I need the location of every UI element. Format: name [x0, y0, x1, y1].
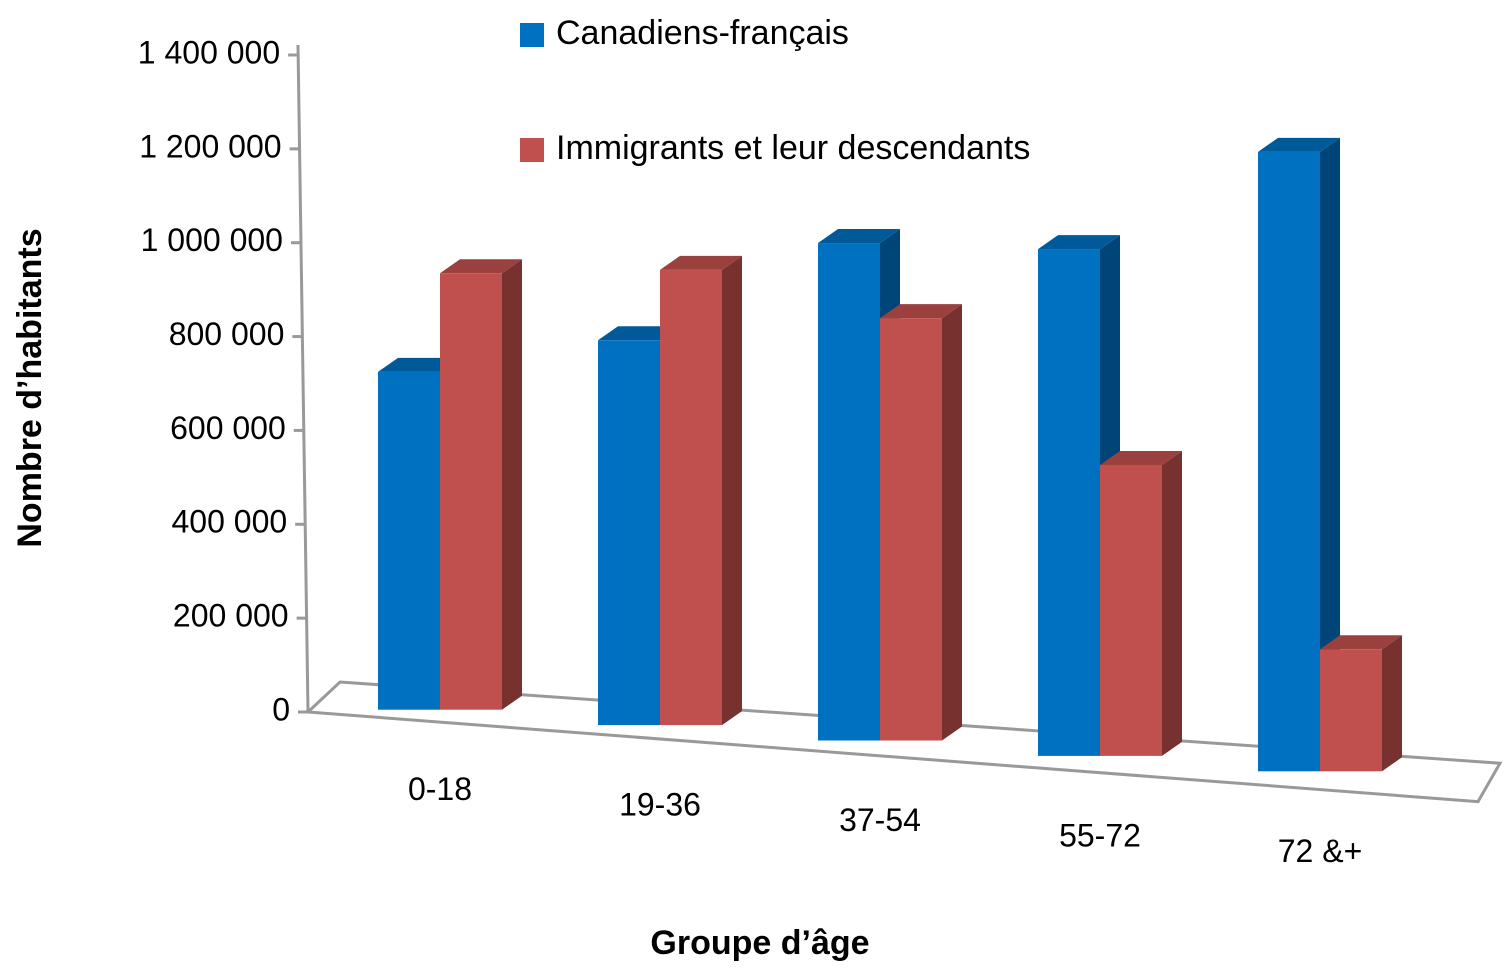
- bar: [1320, 649, 1382, 772]
- y-tick-label: 1 400 000: [138, 34, 280, 70]
- bar-top: [378, 357, 460, 372]
- bar-side: [1382, 635, 1402, 772]
- x-tick-label: 0-18: [408, 771, 472, 807]
- y-tick-label: 1 000 000: [141, 222, 283, 258]
- bar: [818, 243, 880, 741]
- bar-top: [880, 304, 962, 319]
- bar: [660, 269, 722, 726]
- bar-top: [660, 255, 742, 270]
- legend-label: Immigrants et leur descendants: [556, 129, 1030, 167]
- x-axis-label: Groupe d’âge: [650, 924, 869, 962]
- legend-swatch: [520, 138, 544, 162]
- floor: [306, 680, 1503, 804]
- bar: [1100, 464, 1162, 756]
- y-axis: [296, 44, 310, 713]
- bar: [1038, 249, 1100, 756]
- bar: [378, 371, 440, 710]
- bar: [598, 340, 660, 726]
- bar-top: [1038, 235, 1120, 250]
- x-tick-label: 37-54: [839, 802, 921, 838]
- bar: [440, 273, 502, 710]
- x-tick-label: 55-72: [1059, 817, 1141, 853]
- bar-top: [818, 229, 900, 244]
- bar-top: [1258, 137, 1340, 152]
- bar-top: [440, 259, 522, 274]
- bar-top: [1320, 635, 1402, 650]
- y-tick-label: 800 000: [169, 316, 285, 352]
- legend-label: Canadiens-français: [556, 14, 849, 52]
- x-tick-label: 72 &+: [1278, 833, 1363, 869]
- legend-swatch: [520, 23, 544, 47]
- bar-side: [502, 259, 522, 710]
- bar-side: [1162, 450, 1182, 756]
- bar-side: [722, 255, 742, 726]
- bar: [1258, 151, 1320, 772]
- y-tick-label: 600 000: [170, 410, 286, 446]
- y-axis-label: Nombre d’habitants: [11, 228, 49, 547]
- bar-top: [1100, 450, 1182, 465]
- y-tick-label: 400 000: [172, 504, 288, 540]
- y-tick-label: 1 200 000: [139, 128, 281, 164]
- bar-top: [598, 326, 680, 341]
- bar: [880, 318, 942, 741]
- y-tick-label: 0: [272, 691, 290, 727]
- bar-side: [942, 304, 962, 741]
- y-tick-label: 200 000: [173, 598, 289, 634]
- x-tick-label: 19-36: [619, 787, 701, 823]
- bar-side: [1320, 137, 1340, 772]
